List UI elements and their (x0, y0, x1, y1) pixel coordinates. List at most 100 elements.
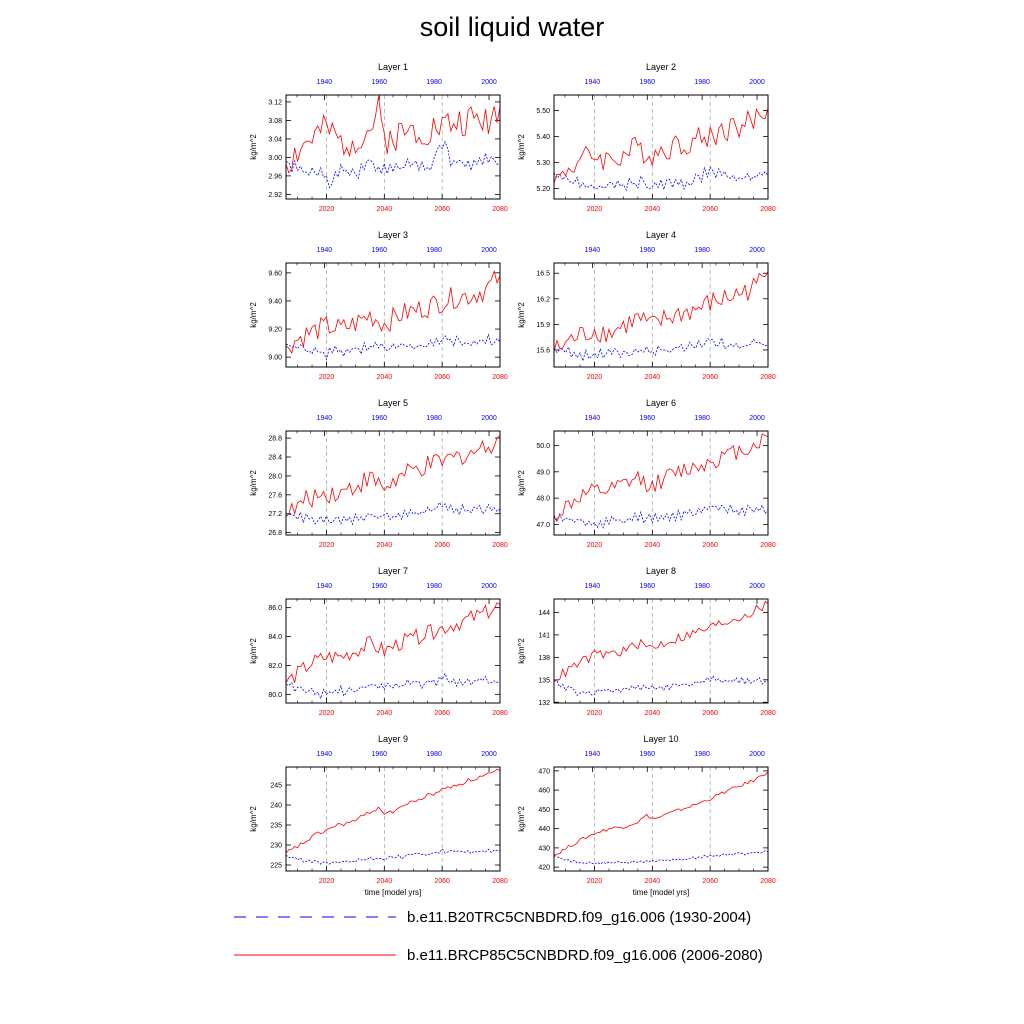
x-bottom-tick-label: 2060 (434, 542, 450, 549)
y-tick-label: 235 (270, 823, 282, 830)
y-tick-label: 3.12 (268, 99, 282, 106)
x-bottom-tick-label: 2040 (645, 374, 661, 381)
y-tick-label: 5.30 (536, 160, 550, 167)
y-tick-label: 470 (538, 768, 550, 775)
x-top-tick-label: 1980 (426, 583, 442, 590)
x-bottom-tick-label: 2060 (434, 206, 450, 213)
y-tick-label: 225 (270, 863, 282, 870)
x-bottom-tick-label: 2040 (377, 542, 393, 549)
panel-title: Layer 5 (378, 398, 408, 408)
y-tick-label: 2.96 (268, 173, 282, 180)
x-bottom-tick-label: 2080 (760, 542, 776, 549)
y-tick-label: 9.20 (268, 327, 282, 334)
y-tick-label: 144 (538, 610, 550, 617)
future-series-line (285, 435, 501, 517)
x-top-tick-label: 1940 (317, 79, 333, 86)
y-axis-label: kg/m^2 (517, 806, 526, 832)
y-tick-label: 3.04 (268, 136, 282, 143)
y-tick-label: 430 (538, 845, 550, 852)
x-bottom-tick-label: 2040 (645, 878, 661, 885)
y-tick-label: 80.0 (268, 692, 282, 699)
y-tick-label: 15.9 (536, 322, 550, 329)
x-bottom-tick-label: 2020 (319, 542, 335, 549)
x-bottom-tick-label: 2060 (434, 374, 450, 381)
x-bottom-tick-label: 2080 (760, 710, 776, 717)
x-top-tick-label: 1940 (585, 583, 601, 590)
y-tick-label: 230 (270, 843, 282, 850)
x-top-tick-label: 1940 (317, 415, 333, 422)
x-top-tick-label: 1960 (371, 247, 387, 254)
x-top-tick-label: 1980 (694, 247, 710, 254)
panel-8: Layer 8 2020 2040 2060 2080 1940 1960 1980 2000 1… (517, 566, 776, 717)
y-tick-label: 5.40 (536, 134, 550, 141)
plot-frame (553, 430, 769, 536)
panel-9: Layer 9 2020 2040 2060 2080 1940 1960 1980 2000 2… (249, 734, 508, 897)
future-series-line (285, 96, 501, 174)
y-tick-label: 5.50 (536, 108, 550, 115)
y-tick-label: 3.00 (268, 155, 282, 162)
x-top-tick-label: 2000 (481, 79, 497, 86)
x-top-tick-label: 1960 (371, 415, 387, 422)
x-bottom-tick-label: 2020 (319, 206, 335, 213)
y-tick-label: 135 (538, 677, 550, 684)
x-bottom-tick-label: 2080 (760, 878, 776, 885)
historical-series-line (553, 336, 769, 363)
y-axis-label: kg/m^2 (517, 134, 526, 160)
panel-title: Layer 10 (643, 734, 678, 744)
x-top-tick-label: 1940 (585, 247, 601, 254)
x-bottom-tick-label: 2040 (377, 206, 393, 213)
x-bottom-tick-label: 2060 (702, 374, 718, 381)
x-top-tick-label: 1980 (426, 751, 442, 758)
x-top-tick-label: 2000 (749, 79, 765, 86)
x-top-tick-label: 2000 (749, 415, 765, 422)
x-top-tick-label: 2000 (749, 751, 765, 758)
x-bottom-tick-label: 2080 (492, 374, 508, 381)
x-top-tick-label: 1960 (639, 583, 655, 590)
x-top-tick-label: 1980 (426, 415, 442, 422)
y-tick-label: 16.2 (536, 296, 550, 303)
x-top-tick-label: 2000 (749, 247, 765, 254)
x-bottom-tick-label: 2080 (492, 542, 508, 549)
y-tick-label: 420 (538, 865, 550, 872)
x-axis-label: time [model yrs] (633, 888, 689, 897)
x-axis-label: time [model yrs] (365, 888, 421, 897)
panel-title: Layer 2 (646, 62, 676, 72)
x-bottom-tick-label: 2040 (377, 878, 393, 885)
y-tick-label: 9.00 (268, 355, 282, 362)
x-top-tick-label: 1940 (317, 751, 333, 758)
x-top-tick-label: 1960 (371, 751, 387, 758)
panel-title: Layer 9 (378, 734, 408, 744)
x-bottom-tick-label: 2080 (492, 710, 508, 717)
x-bottom-tick-label: 2080 (760, 206, 776, 213)
x-top-tick-label: 1980 (426, 79, 442, 86)
x-top-tick-label: 2000 (481, 583, 497, 590)
y-tick-label: 27.2 (268, 511, 282, 518)
future-series-line (553, 771, 769, 856)
y-tick-label: 86.0 (268, 605, 282, 612)
y-tick-label: 26.8 (268, 530, 282, 537)
y-tick-label: 28.4 (268, 455, 282, 462)
y-axis-label: kg/m^2 (249, 302, 258, 328)
plot-frame (285, 766, 501, 872)
x-bottom-tick-label: 2060 (434, 878, 450, 885)
x-top-tick-label: 1940 (317, 247, 333, 254)
x-bottom-tick-label: 2020 (587, 710, 603, 717)
panel-7: Layer 7 2020 2040 2060 2080 1940 1960 1980 2000 8… (249, 566, 508, 717)
x-top-tick-label: 1960 (371, 79, 387, 86)
x-bottom-tick-label: 2020 (587, 542, 603, 549)
x-top-tick-label: 2000 (481, 247, 497, 254)
x-bottom-tick-label: 2060 (702, 710, 718, 717)
y-tick-label: 9.40 (268, 298, 282, 305)
x-top-tick-label: 1940 (585, 79, 601, 86)
legend-future-label: b.e11.BRCP85C5CNBDRD.f09_g16.006 (2006-2… (407, 947, 763, 964)
y-tick-label: 16.5 (536, 271, 550, 278)
x-top-tick-label: 1980 (426, 247, 442, 254)
x-bottom-tick-label: 2060 (434, 710, 450, 717)
x-bottom-tick-label: 2060 (702, 206, 718, 213)
future-series-line (285, 602, 501, 683)
panel-3: Layer 3 2020 2040 2060 2080 1940 1960 1980 2000 9… (249, 230, 508, 381)
future-series-line (285, 269, 501, 355)
x-bottom-tick-label: 2060 (702, 542, 718, 549)
y-tick-label: 460 (538, 788, 550, 795)
